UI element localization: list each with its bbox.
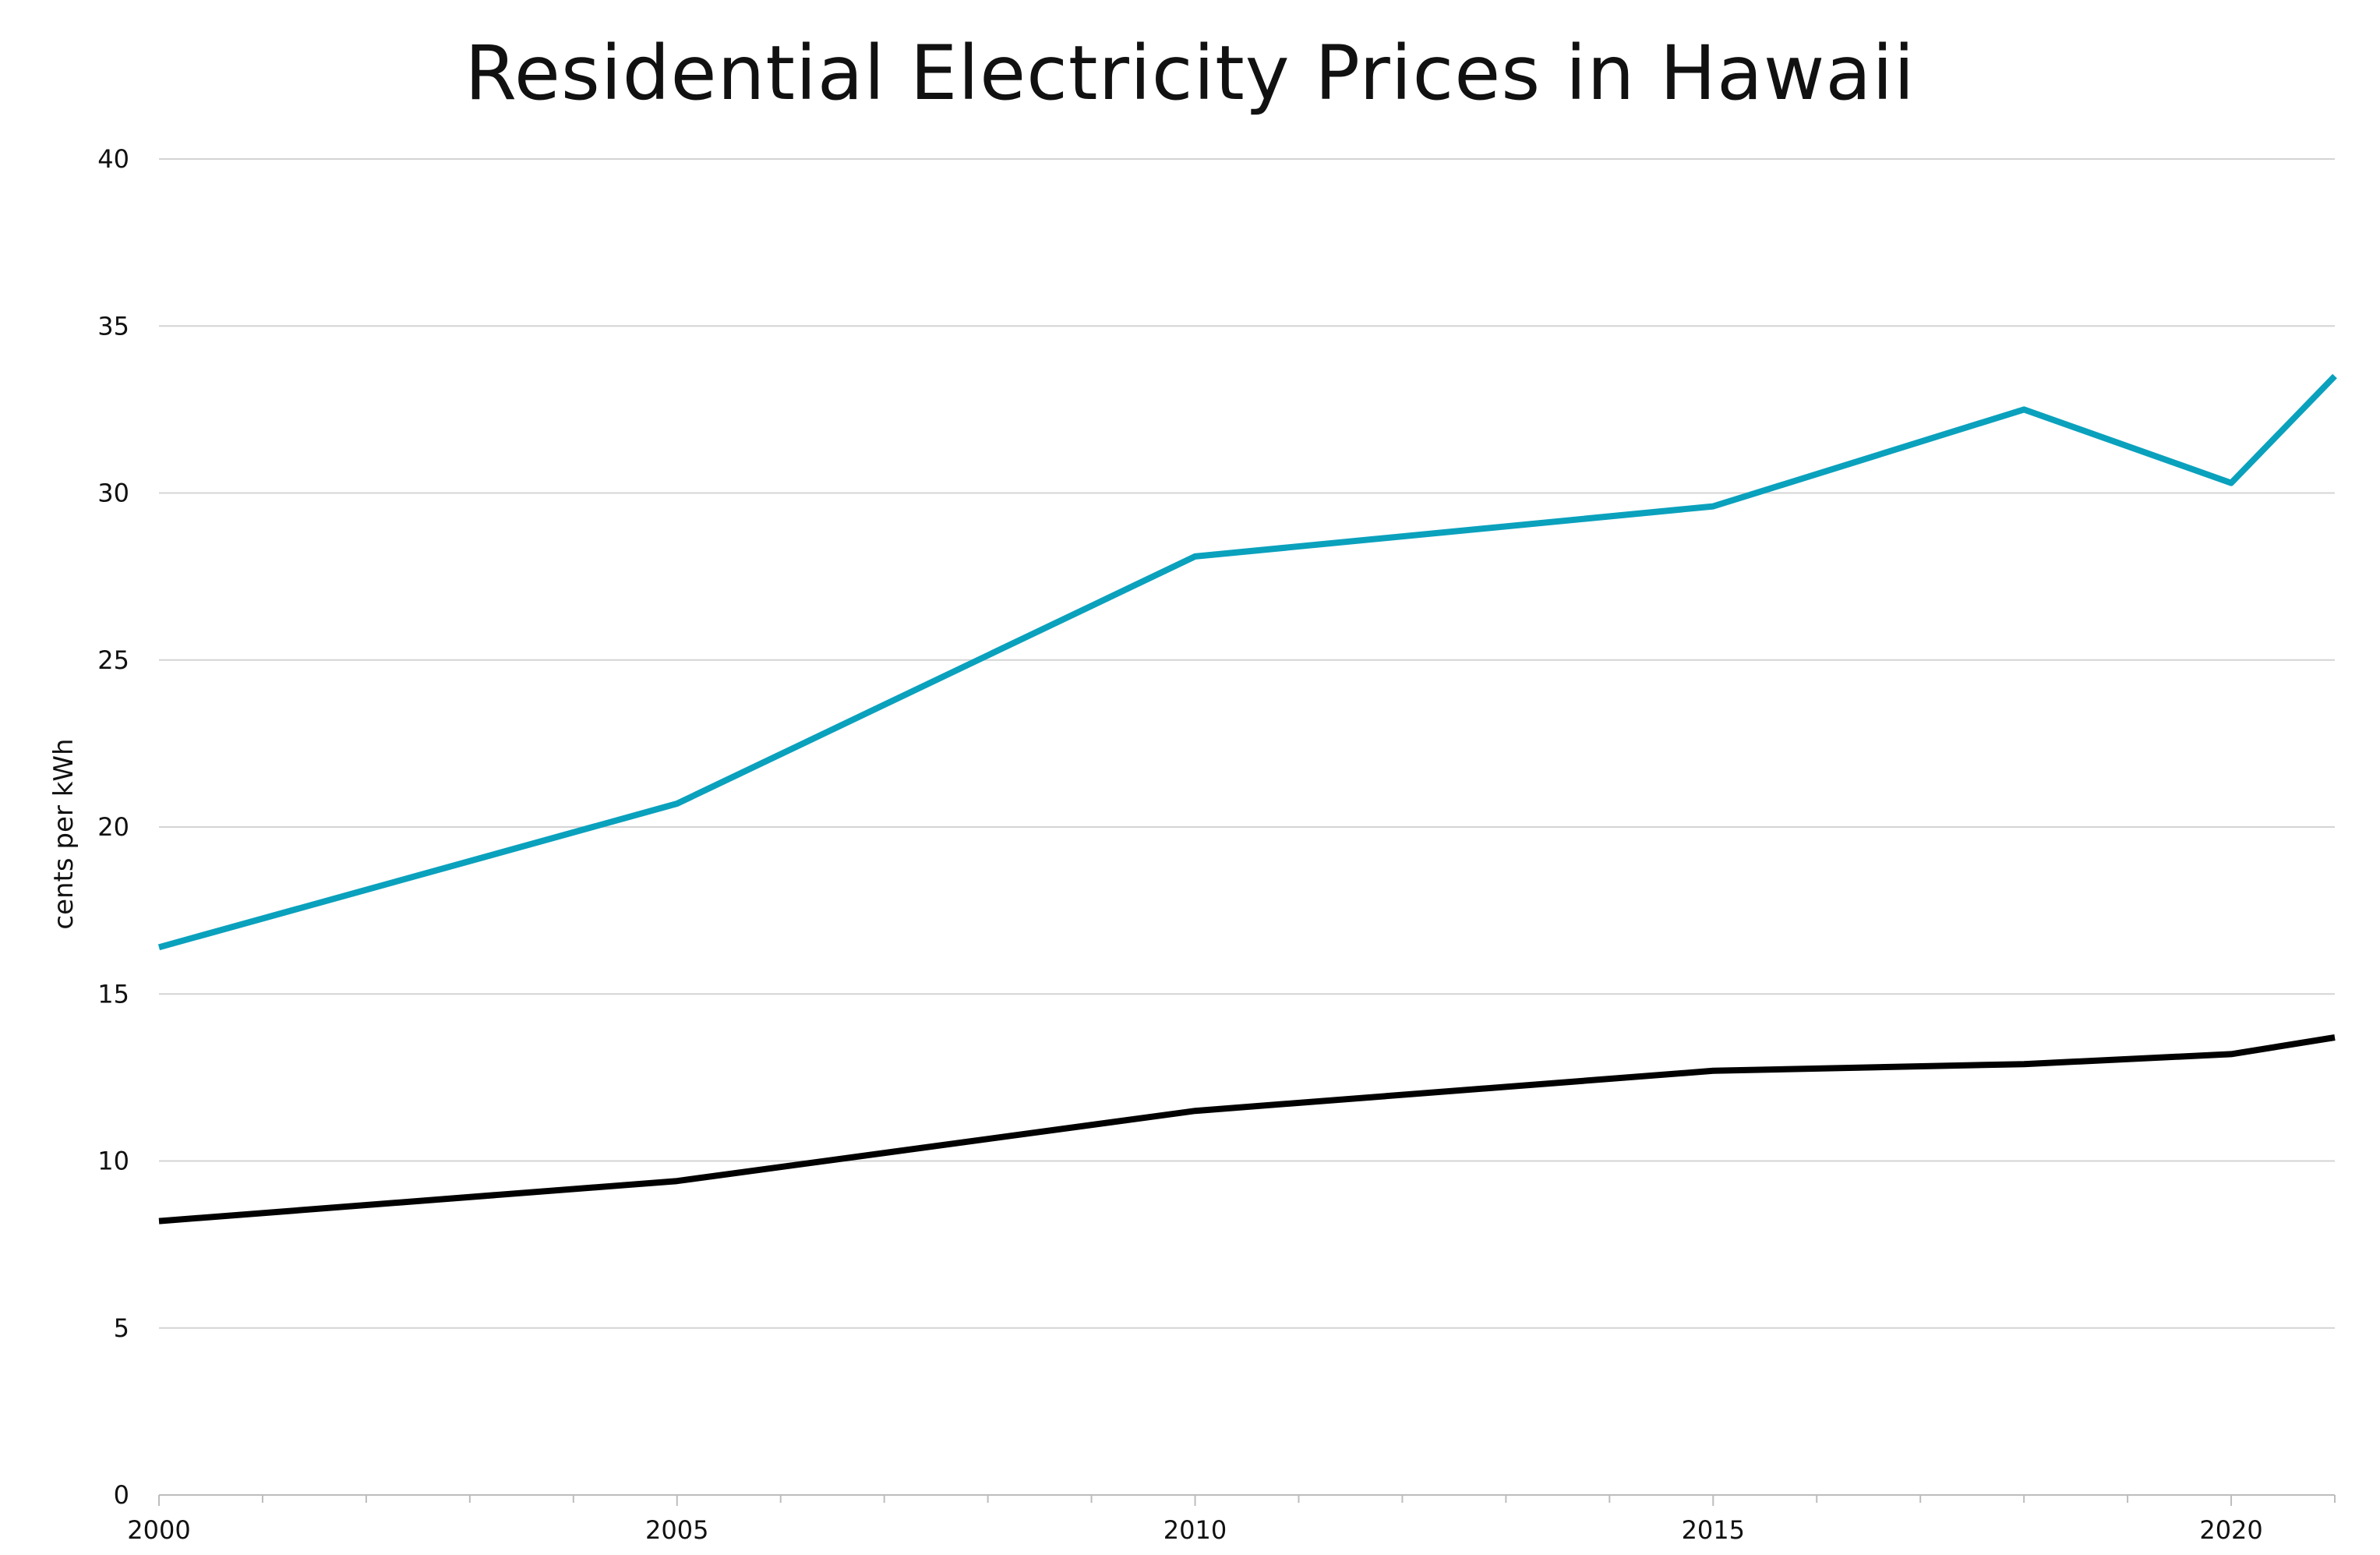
series-line-2 [158, 1034, 2336, 1225]
y-tick-label: 0 [114, 1480, 129, 1510]
y-tick-label: 25 [97, 645, 129, 675]
x-tick-label: 2015 [1682, 1515, 1745, 1545]
chart-title: Residential Electricity Prices in Hawaii [464, 30, 1916, 117]
x-axis: 2000 2005 2010 2015 2020 [127, 1494, 2336, 1545]
y-tick-label: 5 [114, 1313, 129, 1343]
y-tick-label: 35 [97, 311, 129, 341]
y-tick-label: 30 [97, 479, 129, 508]
series-line-1 [157, 373, 2337, 951]
y-tick-label: 20 [97, 812, 129, 842]
x-tick-label: 2000 [127, 1515, 190, 1545]
x-tick-label: 2010 [1164, 1515, 1227, 1545]
y-tick-label: 10 [97, 1147, 129, 1176]
gridlines: 0 5 10 15 20 25 30 35 40 [97, 144, 2335, 1510]
series-lines [157, 373, 2337, 1225]
y-tick-label: 15 [97, 979, 129, 1009]
y-tick-label: 40 [97, 144, 129, 174]
x-tick-label: 2020 [2199, 1515, 2262, 1545]
x-tick-label: 2005 [645, 1515, 708, 1545]
